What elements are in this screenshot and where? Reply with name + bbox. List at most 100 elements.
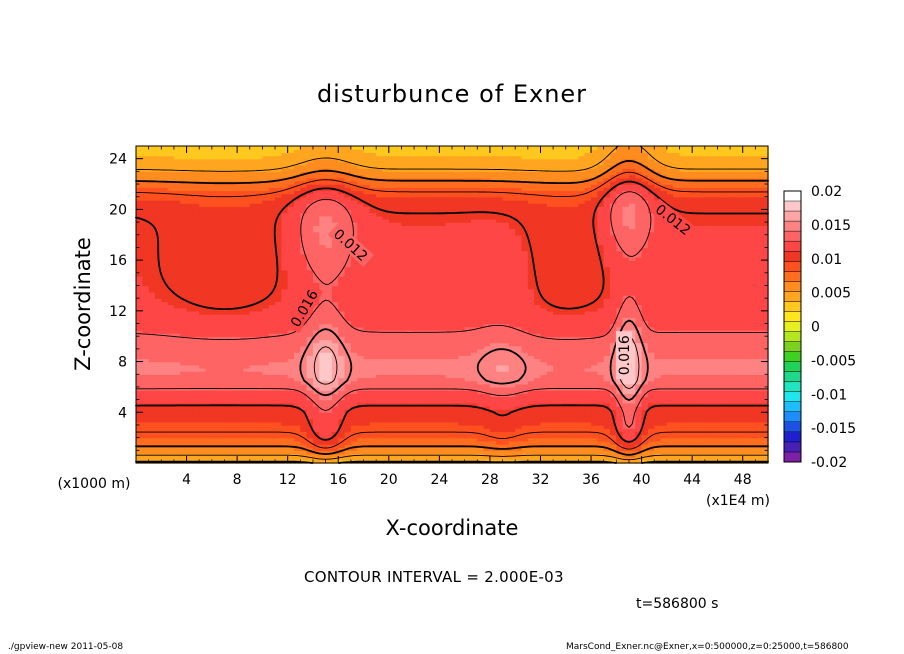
field-cell [218, 440, 226, 445]
field-cell [306, 317, 314, 322]
field-cell [256, 288, 264, 293]
field-cell [243, 215, 251, 220]
field-cell [338, 310, 346, 315]
field-cell [344, 146, 352, 150]
field-cell [312, 371, 320, 375]
field-cell [192, 405, 200, 410]
field-cell [262, 399, 270, 404]
field-cell [199, 282, 207, 287]
field-cell [249, 196, 257, 201]
field-cell [363, 237, 371, 242]
field-cell [192, 152, 200, 157]
field-cell [331, 367, 339, 372]
field-cell [218, 320, 226, 325]
field-cell [331, 390, 339, 394]
field-cell [281, 352, 289, 356]
field-cell [230, 424, 238, 429]
field-cell [154, 396, 162, 401]
field-cell [319, 390, 327, 394]
field-cell [237, 279, 245, 284]
field-cell [287, 146, 295, 150]
field-cell [192, 367, 200, 372]
field-cell [382, 418, 390, 423]
field-cell [350, 377, 358, 382]
field-cell [230, 371, 238, 375]
field-cell [230, 374, 238, 379]
field-cell [306, 260, 314, 264]
field-cell [357, 266, 365, 271]
field-cell [173, 431, 181, 436]
field-cell [186, 348, 194, 353]
field-cell [338, 434, 346, 439]
field-cell [312, 380, 320, 385]
field-cell [300, 336, 308, 341]
field-cell [249, 203, 257, 207]
field-cell [363, 393, 371, 398]
field-cell [161, 193, 169, 198]
field-cell [224, 320, 232, 325]
field-cell [161, 304, 169, 309]
field-cell [294, 301, 302, 306]
field-cell [275, 336, 283, 341]
field-cell [186, 263, 194, 268]
field-cell [357, 149, 365, 154]
field-cell [230, 301, 238, 306]
field-cell [230, 250, 238, 255]
field-cell [154, 228, 162, 233]
field-cell [357, 412, 365, 417]
field-cell [363, 339, 371, 344]
field-cell [325, 364, 333, 369]
field-cell [268, 428, 276, 432]
field-cell [243, 288, 251, 293]
field-cell [186, 428, 194, 432]
field-cell [192, 288, 200, 293]
field-cell [344, 307, 352, 312]
field-cell [136, 434, 144, 439]
field-cell [180, 260, 188, 264]
field-cell [376, 206, 384, 211]
field-cell [306, 437, 314, 442]
field-cell [199, 250, 207, 255]
field-cell [369, 222, 377, 226]
field-cell [142, 336, 150, 341]
field-cell [199, 285, 207, 290]
field-cell [275, 380, 283, 385]
field-cell [199, 165, 207, 169]
field-cell [211, 431, 219, 436]
field-cell [186, 294, 194, 299]
field-cell [281, 412, 289, 417]
field-cell [338, 146, 346, 150]
field-cell [148, 269, 156, 274]
field-cell [294, 345, 302, 350]
field-cell [186, 199, 194, 204]
field-cell [344, 165, 352, 169]
field-cell [186, 288, 194, 293]
field-cell [218, 333, 226, 337]
field-cell [167, 437, 175, 442]
field-cell [161, 149, 169, 154]
field-cell [376, 237, 384, 242]
field-cell [344, 301, 352, 306]
field-cell [262, 253, 270, 258]
field-cell [211, 250, 219, 255]
field-cell [300, 402, 308, 407]
field-cell [344, 393, 352, 398]
field-cell [319, 206, 327, 211]
field-cell [357, 314, 365, 318]
field-cell [136, 342, 144, 347]
field-cell [218, 209, 226, 214]
field-cell [249, 456, 257, 461]
field-cell [249, 377, 257, 382]
field-cell [205, 317, 213, 322]
field-cell [186, 171, 194, 176]
field-cell [243, 456, 251, 461]
field-cell [154, 180, 162, 185]
field-cell [211, 361, 219, 366]
field-cell [357, 310, 365, 315]
field-cell [376, 339, 384, 344]
field-cell [338, 447, 346, 452]
field-cell [363, 355, 371, 360]
field-cell [287, 275, 295, 280]
field-cell [300, 412, 308, 417]
field-cell [211, 266, 219, 271]
